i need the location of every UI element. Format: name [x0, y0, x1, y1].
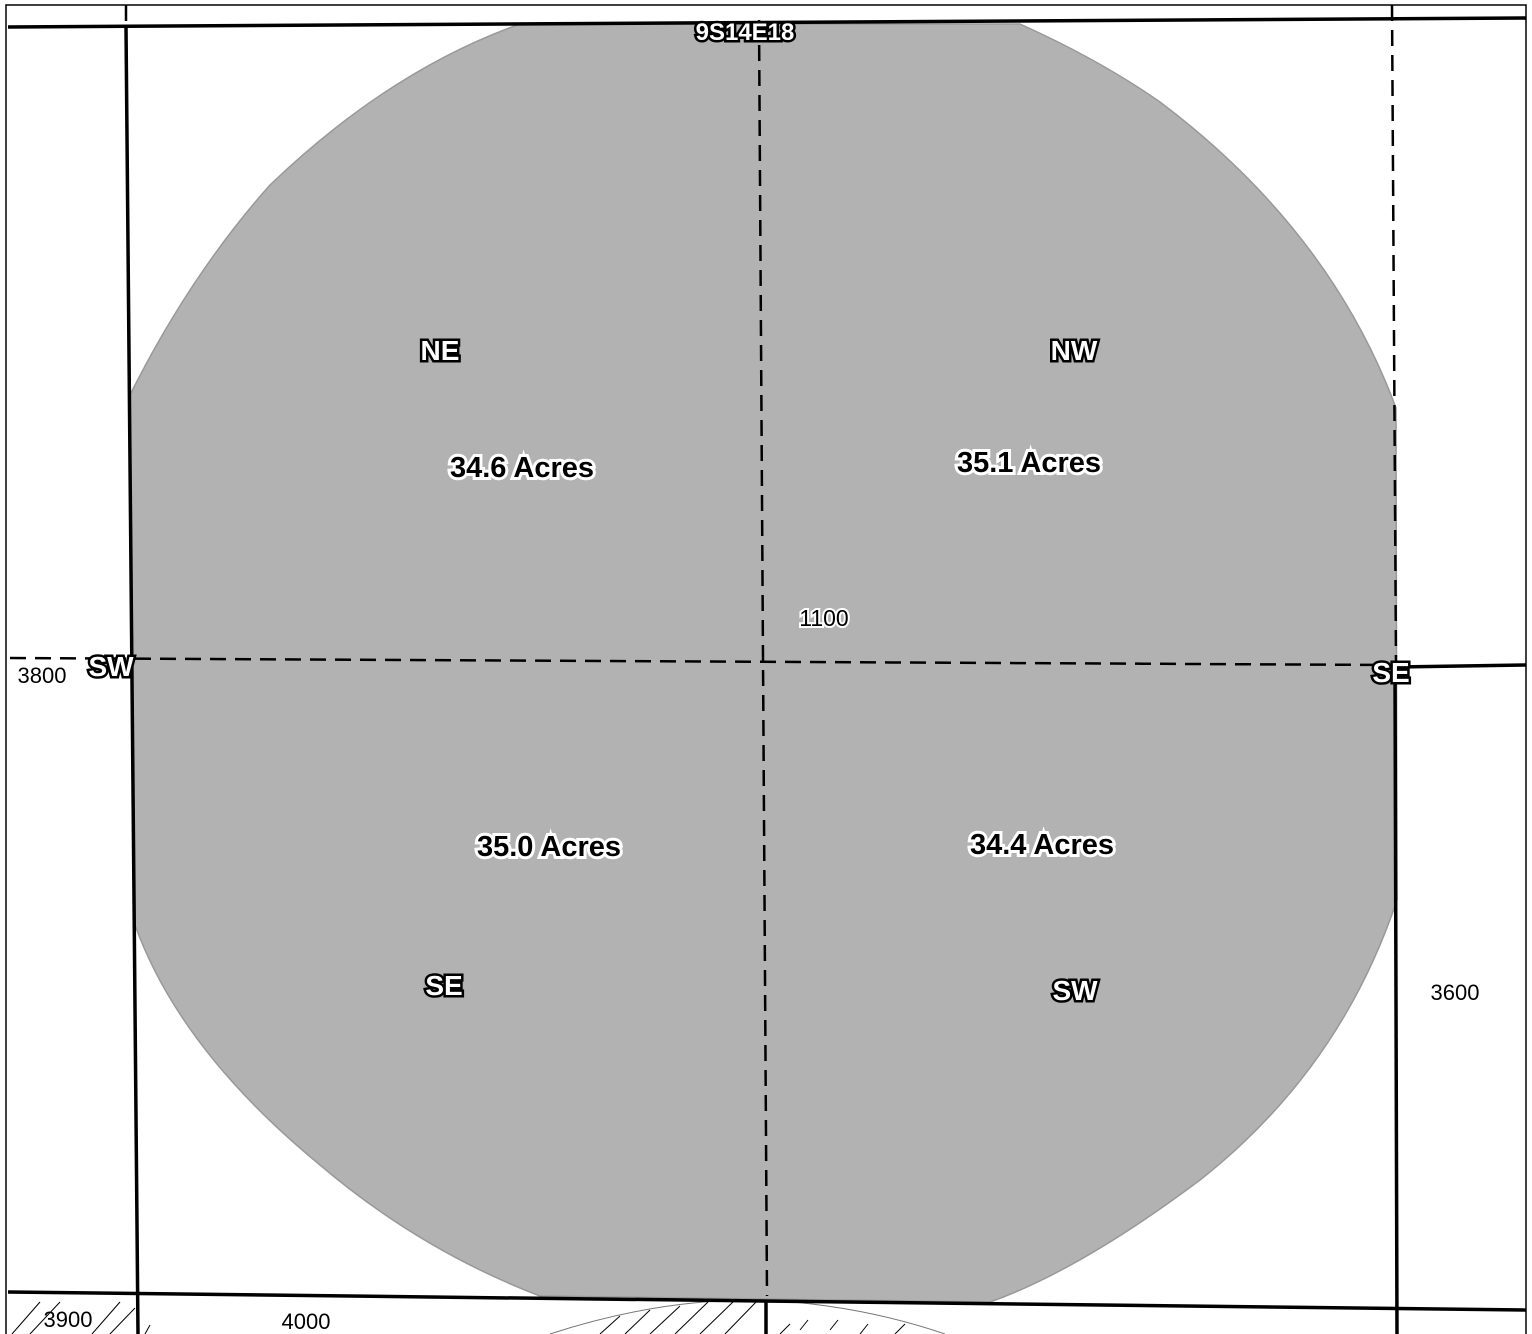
- quarter-label-nw: NW: [1051, 335, 1098, 366]
- acreage-nw: 35.1 Acres: [957, 447, 1101, 479]
- section-label: 9S14E18: [696, 19, 795, 46]
- adjacent-parcel-west: 3800: [18, 663, 67, 688]
- quarter-label-ne: NE: [421, 335, 460, 366]
- quarter-label-se: SE: [425, 970, 462, 1001]
- adjacent-parcel-east: 3600: [1431, 980, 1480, 1005]
- adjacent-parcel-bottom-mid: 4000: [282, 1309, 331, 1334]
- parcel-number: 1100: [799, 605, 848, 631]
- acreage-se: 35.0 Acres: [477, 831, 621, 863]
- edge-label-east: SE: [1372, 657, 1409, 688]
- hatched-parcel-bottom: [549, 1299, 946, 1334]
- section-lines: [7, 16, 1527, 1334]
- acreage-sw: 34.4 Acres: [970, 829, 1114, 861]
- adjacent-parcel-bottom-left: 3900: [44, 1307, 93, 1332]
- quarter-lines: [9, 4, 1398, 1297]
- hatched-parcel-bottom-left: [11, 1301, 151, 1334]
- acreage-ne: 34.6 Acres: [450, 452, 594, 484]
- map-frame: [5, 4, 1527, 1334]
- edge-label-west: SW: [88, 651, 134, 682]
- quarter-label-sw: SW: [1052, 975, 1098, 1006]
